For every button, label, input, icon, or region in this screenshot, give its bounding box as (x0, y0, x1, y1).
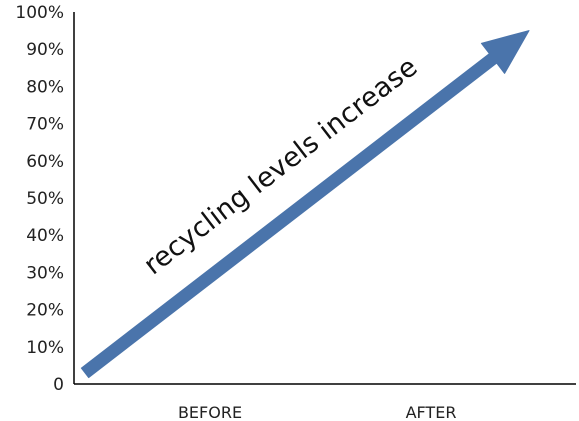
trend-arrow (80, 30, 530, 379)
y-tick-label: 40% (26, 226, 64, 246)
x-category-label: BEFORE (178, 403, 242, 421)
y-tick-label: 90% (26, 40, 64, 60)
y-tick-label: 20% (26, 301, 64, 321)
x-category-label: AFTER (406, 403, 457, 421)
y-tick-label: 60% (26, 152, 64, 172)
y-tick-label: 30% (26, 263, 64, 283)
y-tick-label: 100% (15, 3, 64, 23)
series-layer (80, 30, 530, 379)
trend-annotation-label: recycling levels increase (138, 51, 423, 281)
y-tick-label: 10% (26, 338, 64, 358)
annotation-layer: recycling levels increase (138, 51, 423, 281)
y-tick-label: 50% (26, 189, 64, 209)
y-tick-label: 70% (26, 115, 64, 135)
ticks-layer: 0 10% 20% 30% 40% 50% 60% 70% 80% 90% 100% BEFORE AF… (15, 3, 456, 421)
y-tick-label: 80% (26, 77, 64, 97)
axes-layer (73, 12, 576, 385)
y-tick-label: 0 (53, 375, 64, 395)
